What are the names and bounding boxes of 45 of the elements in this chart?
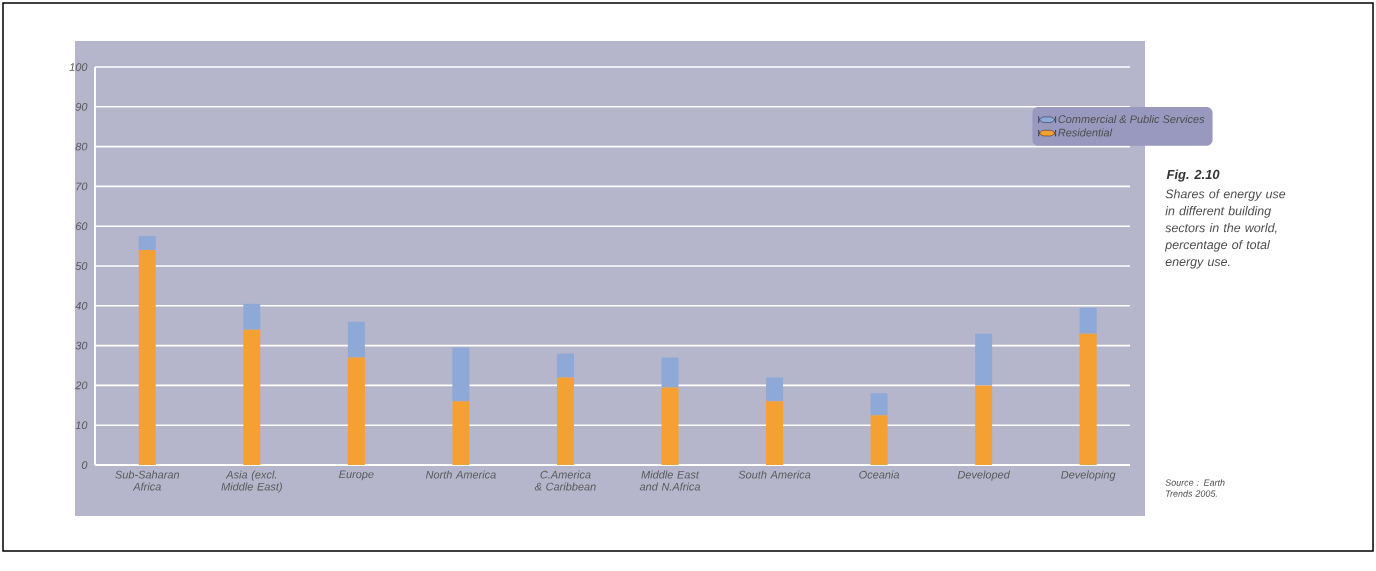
text: Fig. 2.10 bbox=[1166, 169, 1220, 182]
bar bbox=[1079, 333, 1097, 465]
y-tick-label: 40 bbox=[75, 301, 88, 310]
bar bbox=[243, 303, 261, 330]
x-tick-label: Oceania bbox=[859, 470, 900, 479]
x-tick-label: Developed bbox=[957, 470, 1011, 481]
y-tick-label: 80 bbox=[75, 142, 88, 151]
y-tick-label: 10 bbox=[75, 421, 88, 430]
bar bbox=[556, 377, 574, 465]
bar bbox=[975, 333, 993, 386]
bar bbox=[661, 387, 679, 465]
y-tick-label: 60 bbox=[75, 222, 88, 231]
bar bbox=[766, 401, 784, 465]
bar bbox=[452, 401, 470, 465]
bar bbox=[661, 357, 679, 388]
bar bbox=[347, 357, 365, 465]
y-tick-label: 90 bbox=[75, 102, 88, 111]
bar bbox=[347, 321, 365, 358]
legend-label: Residential bbox=[1058, 128, 1113, 137]
y-tick-label: 50 bbox=[75, 262, 88, 270]
y-tick-label: 30 bbox=[75, 341, 88, 350]
y-tick-label: 20 bbox=[75, 381, 88, 390]
bar bbox=[870, 393, 888, 416]
x-tick-label: North America bbox=[425, 470, 496, 479]
x-tick-label: Europe bbox=[339, 470, 374, 481]
bar bbox=[556, 353, 574, 378]
bar bbox=[766, 377, 784, 402]
x-tick-label: Asia (excl. Middle East) bbox=[221, 470, 282, 493]
bar bbox=[452, 347, 470, 402]
bar bbox=[138, 236, 156, 251]
x-tick-label: South America bbox=[738, 470, 811, 479]
x-tick-label: C.America & Caribbean bbox=[534, 470, 596, 491]
y-tick-label: 0 bbox=[81, 461, 88, 469]
bar bbox=[243, 329, 261, 465]
y-tick-label: 70 bbox=[76, 182, 88, 191]
bar bbox=[975, 385, 993, 465]
source-note: Source : Earth Trends 2005. bbox=[1165, 479, 1225, 497]
bar bbox=[138, 250, 156, 465]
bar bbox=[870, 415, 888, 465]
x-tick-label: Sub-Saharan Africa bbox=[115, 470, 180, 491]
x-tick-label: Middle East and N.Africa bbox=[639, 470, 701, 491]
text: Shares of energy use in different building sectors in the world, percentage of total energy use. bbox=[1164, 189, 1286, 269]
bar bbox=[1079, 307, 1097, 334]
x-tick-label: Developing bbox=[1061, 470, 1116, 481]
legend-label: Commercial & Public Services bbox=[1058, 114, 1205, 124]
